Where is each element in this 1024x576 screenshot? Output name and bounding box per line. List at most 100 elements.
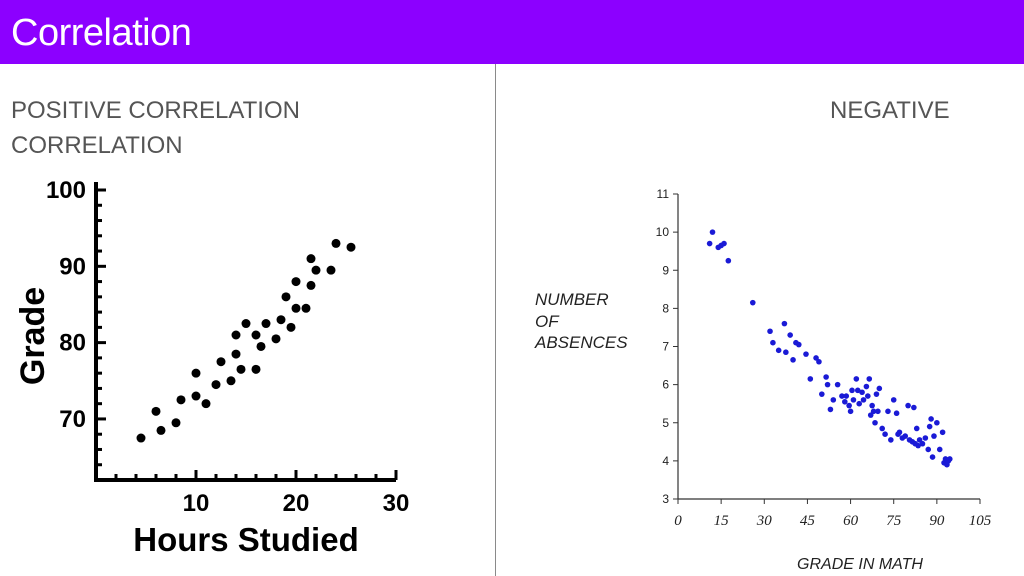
- right-y-tick-label: 11: [657, 187, 670, 201]
- right-data-point: [902, 433, 909, 439]
- right-data-point: [936, 446, 943, 453]
- right-data-point: [947, 456, 953, 462]
- right-data-point: [834, 381, 841, 388]
- left-y-tick-label: 70: [59, 406, 86, 433]
- right-data-point: [885, 408, 891, 415]
- right-data-point: [931, 433, 937, 439]
- right-data-point: [875, 408, 881, 415]
- right-data-point: [863, 383, 870, 390]
- left-heading-line2: CORRELATION: [11, 132, 183, 159]
- right-data-point: [819, 391, 825, 397]
- right-y-tick-label: 4: [662, 454, 669, 468]
- right-data-point: [905, 402, 911, 409]
- left-y-tick-label: 80: [59, 330, 86, 357]
- left-data-point: [306, 254, 316, 264]
- left-data-point: [291, 277, 301, 287]
- right-data-point: [896, 429, 903, 436]
- right-data-point: [865, 393, 871, 399]
- right-y-tick-label: 10: [656, 225, 670, 239]
- right-heading: NEGATIVE: [830, 97, 950, 124]
- right-data-point: [781, 320, 788, 327]
- right-y-tick-label: 5: [662, 416, 669, 430]
- right-data-point: [922, 435, 929, 441]
- right-data-point: [796, 341, 802, 348]
- left-data-point: [191, 391, 201, 401]
- right-x-tick-label: 30: [756, 513, 773, 529]
- left-data-point: [286, 322, 296, 332]
- right-x-tick-label: 45: [800, 513, 816, 529]
- right-data-point: [928, 416, 934, 422]
- right-y-axis-label-line3: ABSENCES: [534, 333, 628, 352]
- right-data-point: [913, 425, 920, 432]
- right-data-point: [882, 431, 888, 437]
- right-data-point: [859, 389, 865, 396]
- right-y-tick-label: 8: [662, 301, 669, 315]
- right-data-point: [842, 398, 848, 405]
- left-data-point: [306, 280, 316, 290]
- right-data-point: [783, 349, 789, 356]
- left-x-tick-label: 20: [283, 490, 310, 517]
- right-y-tick-label: 3: [662, 492, 669, 506]
- right-data-point: [813, 355, 819, 361]
- right-data-point: [853, 376, 860, 382]
- left-data-point: [271, 334, 281, 344]
- right-data-point: [876, 385, 883, 392]
- right-data-point: [830, 397, 837, 403]
- right-data-point: [706, 240, 713, 247]
- right-data-point: [911, 404, 917, 411]
- right-data-point: [790, 357, 796, 363]
- right-data-point: [893, 410, 900, 417]
- left-data-point: [291, 303, 301, 313]
- right-data-point: [839, 393, 845, 399]
- right-data-point: [890, 397, 897, 403]
- left-data-point: [311, 265, 321, 275]
- right-data-point: [775, 347, 782, 354]
- column-divider: [495, 64, 496, 576]
- right-data-point: [770, 339, 776, 346]
- right-data-point: [847, 408, 854, 415]
- left-data-point: [281, 292, 291, 302]
- right-data-point: [767, 328, 773, 335]
- right-data-point: [849, 387, 855, 394]
- page-title: Correlation: [11, 12, 192, 54]
- right-data-point: [823, 374, 829, 380]
- left-data-point: [211, 380, 221, 390]
- right-data-point: [929, 454, 936, 460]
- right-data-point: [872, 419, 878, 426]
- left-x-axis-label: Hours Studied: [133, 521, 359, 558]
- right-x-axis-label: GRADE IN MATH: [797, 556, 923, 573]
- right-data-point: [749, 299, 756, 306]
- right-data-point: [807, 376, 814, 382]
- left-x-tick-label: 10: [183, 490, 210, 517]
- right-data-point: [827, 406, 834, 413]
- right-x-tick-label: 75: [886, 513, 902, 529]
- left-y-tick-label: 90: [59, 253, 86, 280]
- left-data-point: [231, 330, 241, 340]
- right-y-tick-label: 9: [662, 263, 669, 277]
- right-data-point: [725, 257, 732, 264]
- left-data-point: [156, 425, 166, 435]
- right-data-point: [846, 402, 852, 409]
- left-data-point: [231, 349, 241, 359]
- right-data-point: [824, 381, 831, 388]
- left-data-point: [326, 265, 336, 275]
- right-data-point: [721, 240, 727, 247]
- right-data-point: [787, 332, 793, 338]
- right-data-point: [856, 400, 862, 407]
- left-data-point: [251, 364, 261, 374]
- right-data-point: [869, 402, 875, 409]
- left-data-point: [136, 433, 146, 443]
- title-bar: Correlation: [0, 0, 1024, 64]
- left-data-point: [331, 238, 341, 248]
- right-y-axis-label-line2: OF: [535, 312, 560, 331]
- right-data-point: [709, 229, 716, 235]
- left-data-point: [226, 376, 236, 386]
- right-data-point: [919, 440, 926, 447]
- left-data-point: [256, 341, 266, 351]
- left-heading-line1: POSITIVE CORRELATION: [11, 97, 300, 124]
- right-data-point: [850, 397, 857, 403]
- right-data-point: [854, 387, 861, 394]
- right-x-tick-label: 60: [843, 513, 859, 529]
